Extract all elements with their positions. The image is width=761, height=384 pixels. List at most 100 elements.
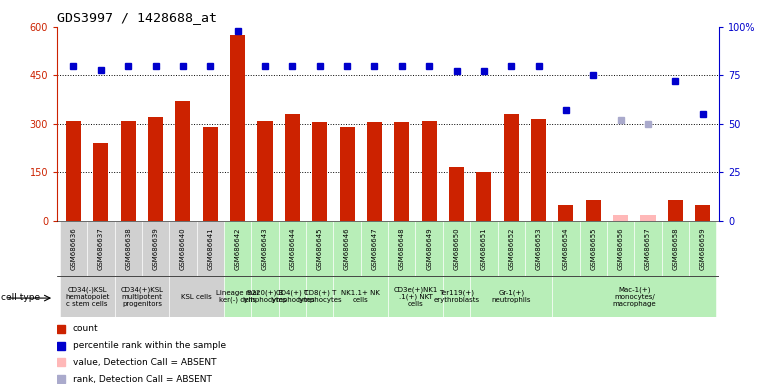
Text: GSM686640: GSM686640	[180, 227, 186, 270]
Bar	[60, 221, 88, 276]
Bar	[251, 221, 279, 276]
Bar	[60, 276, 114, 317]
Text: GSM686657: GSM686657	[645, 227, 651, 270]
Bar	[66, 121, 81, 221]
Text: CD34(+)KSL
multipotent
progenitors: CD34(+)KSL multipotent progenitors	[120, 286, 164, 307]
Bar	[416, 221, 443, 276]
Bar	[114, 276, 169, 317]
Bar	[586, 200, 601, 221]
Bar	[662, 221, 689, 276]
Text: GSM686658: GSM686658	[673, 227, 678, 270]
Text: GSM686651: GSM686651	[481, 227, 487, 270]
Text: GDS3997 / 1428688_at: GDS3997 / 1428688_at	[57, 12, 217, 25]
Bar	[169, 276, 224, 317]
Text: GSM686652: GSM686652	[508, 227, 514, 270]
Bar	[531, 119, 546, 221]
Bar	[607, 221, 635, 276]
Bar	[121, 121, 135, 221]
Bar	[388, 221, 416, 276]
Bar	[504, 114, 519, 221]
Bar	[476, 172, 492, 221]
Text: GSM686654: GSM686654	[563, 227, 569, 270]
Bar	[333, 276, 388, 317]
Bar	[580, 221, 607, 276]
Text: GSM686646: GSM686646	[344, 227, 350, 270]
Bar	[361, 221, 388, 276]
Text: B220(+) B
lymphocytes: B220(+) B lymphocytes	[243, 290, 288, 303]
Text: value, Detection Call = ABSENT: value, Detection Call = ABSENT	[73, 358, 216, 367]
Bar	[196, 221, 224, 276]
Text: GSM686636: GSM686636	[71, 227, 77, 270]
Bar	[114, 221, 142, 276]
Bar	[449, 167, 464, 221]
Text: NK1.1+ NK
cells: NK1.1+ NK cells	[342, 290, 380, 303]
Bar	[689, 221, 716, 276]
Bar	[333, 221, 361, 276]
Bar	[668, 200, 683, 221]
Text: Mac-1(+)
monocytes/
macrophage: Mac-1(+) monocytes/ macrophage	[613, 286, 656, 307]
Bar	[88, 221, 114, 276]
Bar	[224, 221, 251, 276]
Bar	[279, 276, 306, 317]
Text: GSM686655: GSM686655	[591, 227, 597, 270]
Text: GSM686644: GSM686644	[289, 227, 295, 270]
Bar	[443, 276, 470, 317]
Text: GSM686656: GSM686656	[618, 227, 624, 270]
Text: GSM686648: GSM686648	[399, 227, 405, 270]
Bar	[230, 35, 245, 221]
Bar	[251, 276, 279, 317]
Bar	[613, 215, 628, 221]
Bar	[339, 127, 355, 221]
Text: GSM686649: GSM686649	[426, 227, 432, 270]
Bar	[443, 221, 470, 276]
Bar	[306, 276, 333, 317]
Bar	[470, 276, 552, 317]
Text: count: count	[73, 324, 99, 333]
Text: Ter119(+)
erythroblasts: Ter119(+) erythroblasts	[434, 290, 479, 303]
Bar	[175, 101, 190, 221]
Text: percentile rank within the sample: percentile rank within the sample	[73, 341, 226, 350]
Text: Lineage mar
ker(-) cells: Lineage mar ker(-) cells	[216, 290, 260, 303]
Bar	[285, 114, 300, 221]
Text: CD4(+) T
lymphocytes: CD4(+) T lymphocytes	[270, 290, 314, 303]
Text: GSM686650: GSM686650	[454, 227, 460, 270]
Text: GSM686639: GSM686639	[152, 227, 158, 270]
Text: CD3e(+)NK1
.1(+) NKT
cells: CD3e(+)NK1 .1(+) NKT cells	[393, 286, 438, 307]
Bar	[142, 221, 169, 276]
Bar	[306, 221, 333, 276]
Bar	[552, 276, 716, 317]
Text: GSM686659: GSM686659	[699, 227, 705, 270]
Text: GSM686645: GSM686645	[317, 227, 323, 270]
Bar	[94, 143, 108, 221]
Bar	[257, 121, 272, 221]
Text: KSL cells: KSL cells	[181, 294, 212, 300]
Text: GSM686653: GSM686653	[536, 227, 542, 270]
Text: CD34(-)KSL
hematopoiet
c stem cells: CD34(-)KSL hematopoiet c stem cells	[65, 286, 110, 307]
Bar	[498, 221, 525, 276]
Bar	[422, 121, 437, 221]
Bar	[224, 276, 251, 317]
Bar	[696, 205, 710, 221]
Bar	[148, 118, 163, 221]
Bar	[525, 221, 552, 276]
Bar	[559, 205, 574, 221]
Bar	[635, 221, 662, 276]
Text: GSM686642: GSM686642	[234, 227, 240, 270]
Text: CD8(+) T
lymphocytes: CD8(+) T lymphocytes	[298, 290, 342, 303]
Text: GSM686647: GSM686647	[371, 227, 377, 270]
Bar	[367, 122, 382, 221]
Text: GSM686637: GSM686637	[98, 227, 103, 270]
Text: cell type: cell type	[1, 293, 40, 302]
Bar	[202, 127, 218, 221]
Text: GSM686643: GSM686643	[262, 227, 268, 270]
Bar	[641, 215, 655, 221]
Text: GSM686638: GSM686638	[126, 227, 131, 270]
Text: rank, Detection Call = ABSENT: rank, Detection Call = ABSENT	[73, 375, 212, 384]
Bar	[470, 221, 498, 276]
Bar	[552, 221, 580, 276]
Bar	[169, 221, 196, 276]
Bar	[279, 221, 306, 276]
Bar	[312, 122, 327, 221]
Text: GSM686641: GSM686641	[207, 227, 213, 270]
Bar	[394, 122, 409, 221]
